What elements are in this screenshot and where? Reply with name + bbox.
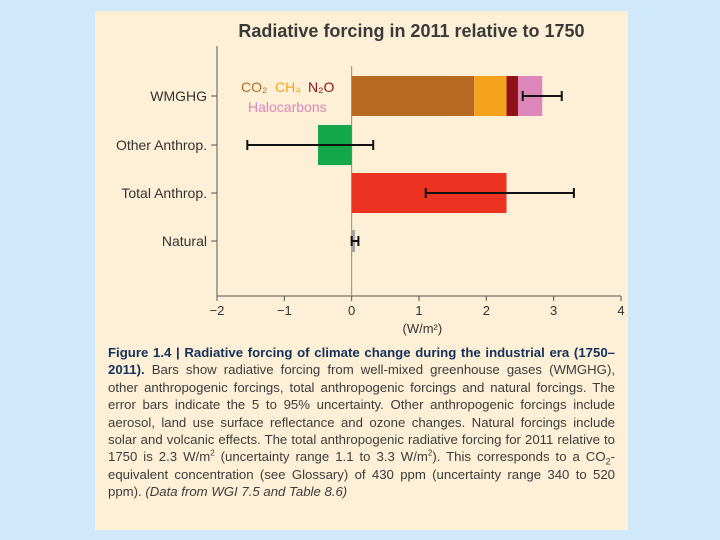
category-label: Total Anthrop. [121, 185, 207, 201]
x-tick-label: 0 [348, 303, 355, 318]
legend-item: CH₄ [275, 79, 301, 95]
bar-segment [474, 76, 507, 116]
error-bar [246, 140, 375, 150]
caption-text-4: -equivalent concentration (see Glossary)… [108, 449, 616, 500]
caption-text-3: ). This corresponds to a CO [432, 449, 606, 465]
chart-plot: −2 −1 0 1 2 3 4 (W/m²) WMGHG Other Anthrop. Total … [116, 46, 625, 336]
caption-figure-label: Figure 1.4 | Radiative forcing of climat… [108, 345, 615, 378]
caption-sup-1: 2 [210, 449, 215, 459]
legend-item: N₂O [308, 79, 335, 95]
x-tick-label: 4 [617, 303, 624, 318]
caption-sub-1: 2 [605, 457, 611, 468]
bar-segment [351, 76, 475, 116]
x-tick-label: −2 [210, 303, 225, 318]
x-tick-label: −1 [277, 303, 292, 318]
bar-segment [506, 76, 518, 116]
legend-item: CO₂ [241, 79, 267, 95]
caption-text-1: Bars show radiative forcing from well-mi… [108, 362, 615, 465]
figure-panel: Radiative forcing in 2011 relative to 17… [95, 11, 628, 530]
legend-item: Halocarbons [248, 99, 327, 115]
x-tick-label: 3 [550, 303, 557, 318]
chart-title: Radiative forcing in 2011 relative to 17… [238, 21, 585, 41]
error-bar [521, 91, 563, 101]
error-bar [424, 188, 575, 198]
x-tick-label: 2 [483, 303, 490, 318]
caption-sup-2: 2 [427, 449, 433, 459]
x-tick-label: 1 [415, 303, 422, 318]
caption-source: (Data from WGI 7.5 and Table 8.6) [145, 484, 348, 500]
x-axis-label: (W/m²) [403, 321, 443, 336]
category-label: Natural [162, 233, 207, 249]
error-bar [350, 236, 360, 246]
category-label: WMGHG [150, 88, 207, 104]
caption-text-2: (uncertainty range 1.1 to 3.3 W/m [214, 449, 428, 465]
figure-caption: Figure 1.4 | Radiative forcing of climat… [108, 344, 615, 501]
category-label: Other Anthrop. [116, 137, 207, 153]
